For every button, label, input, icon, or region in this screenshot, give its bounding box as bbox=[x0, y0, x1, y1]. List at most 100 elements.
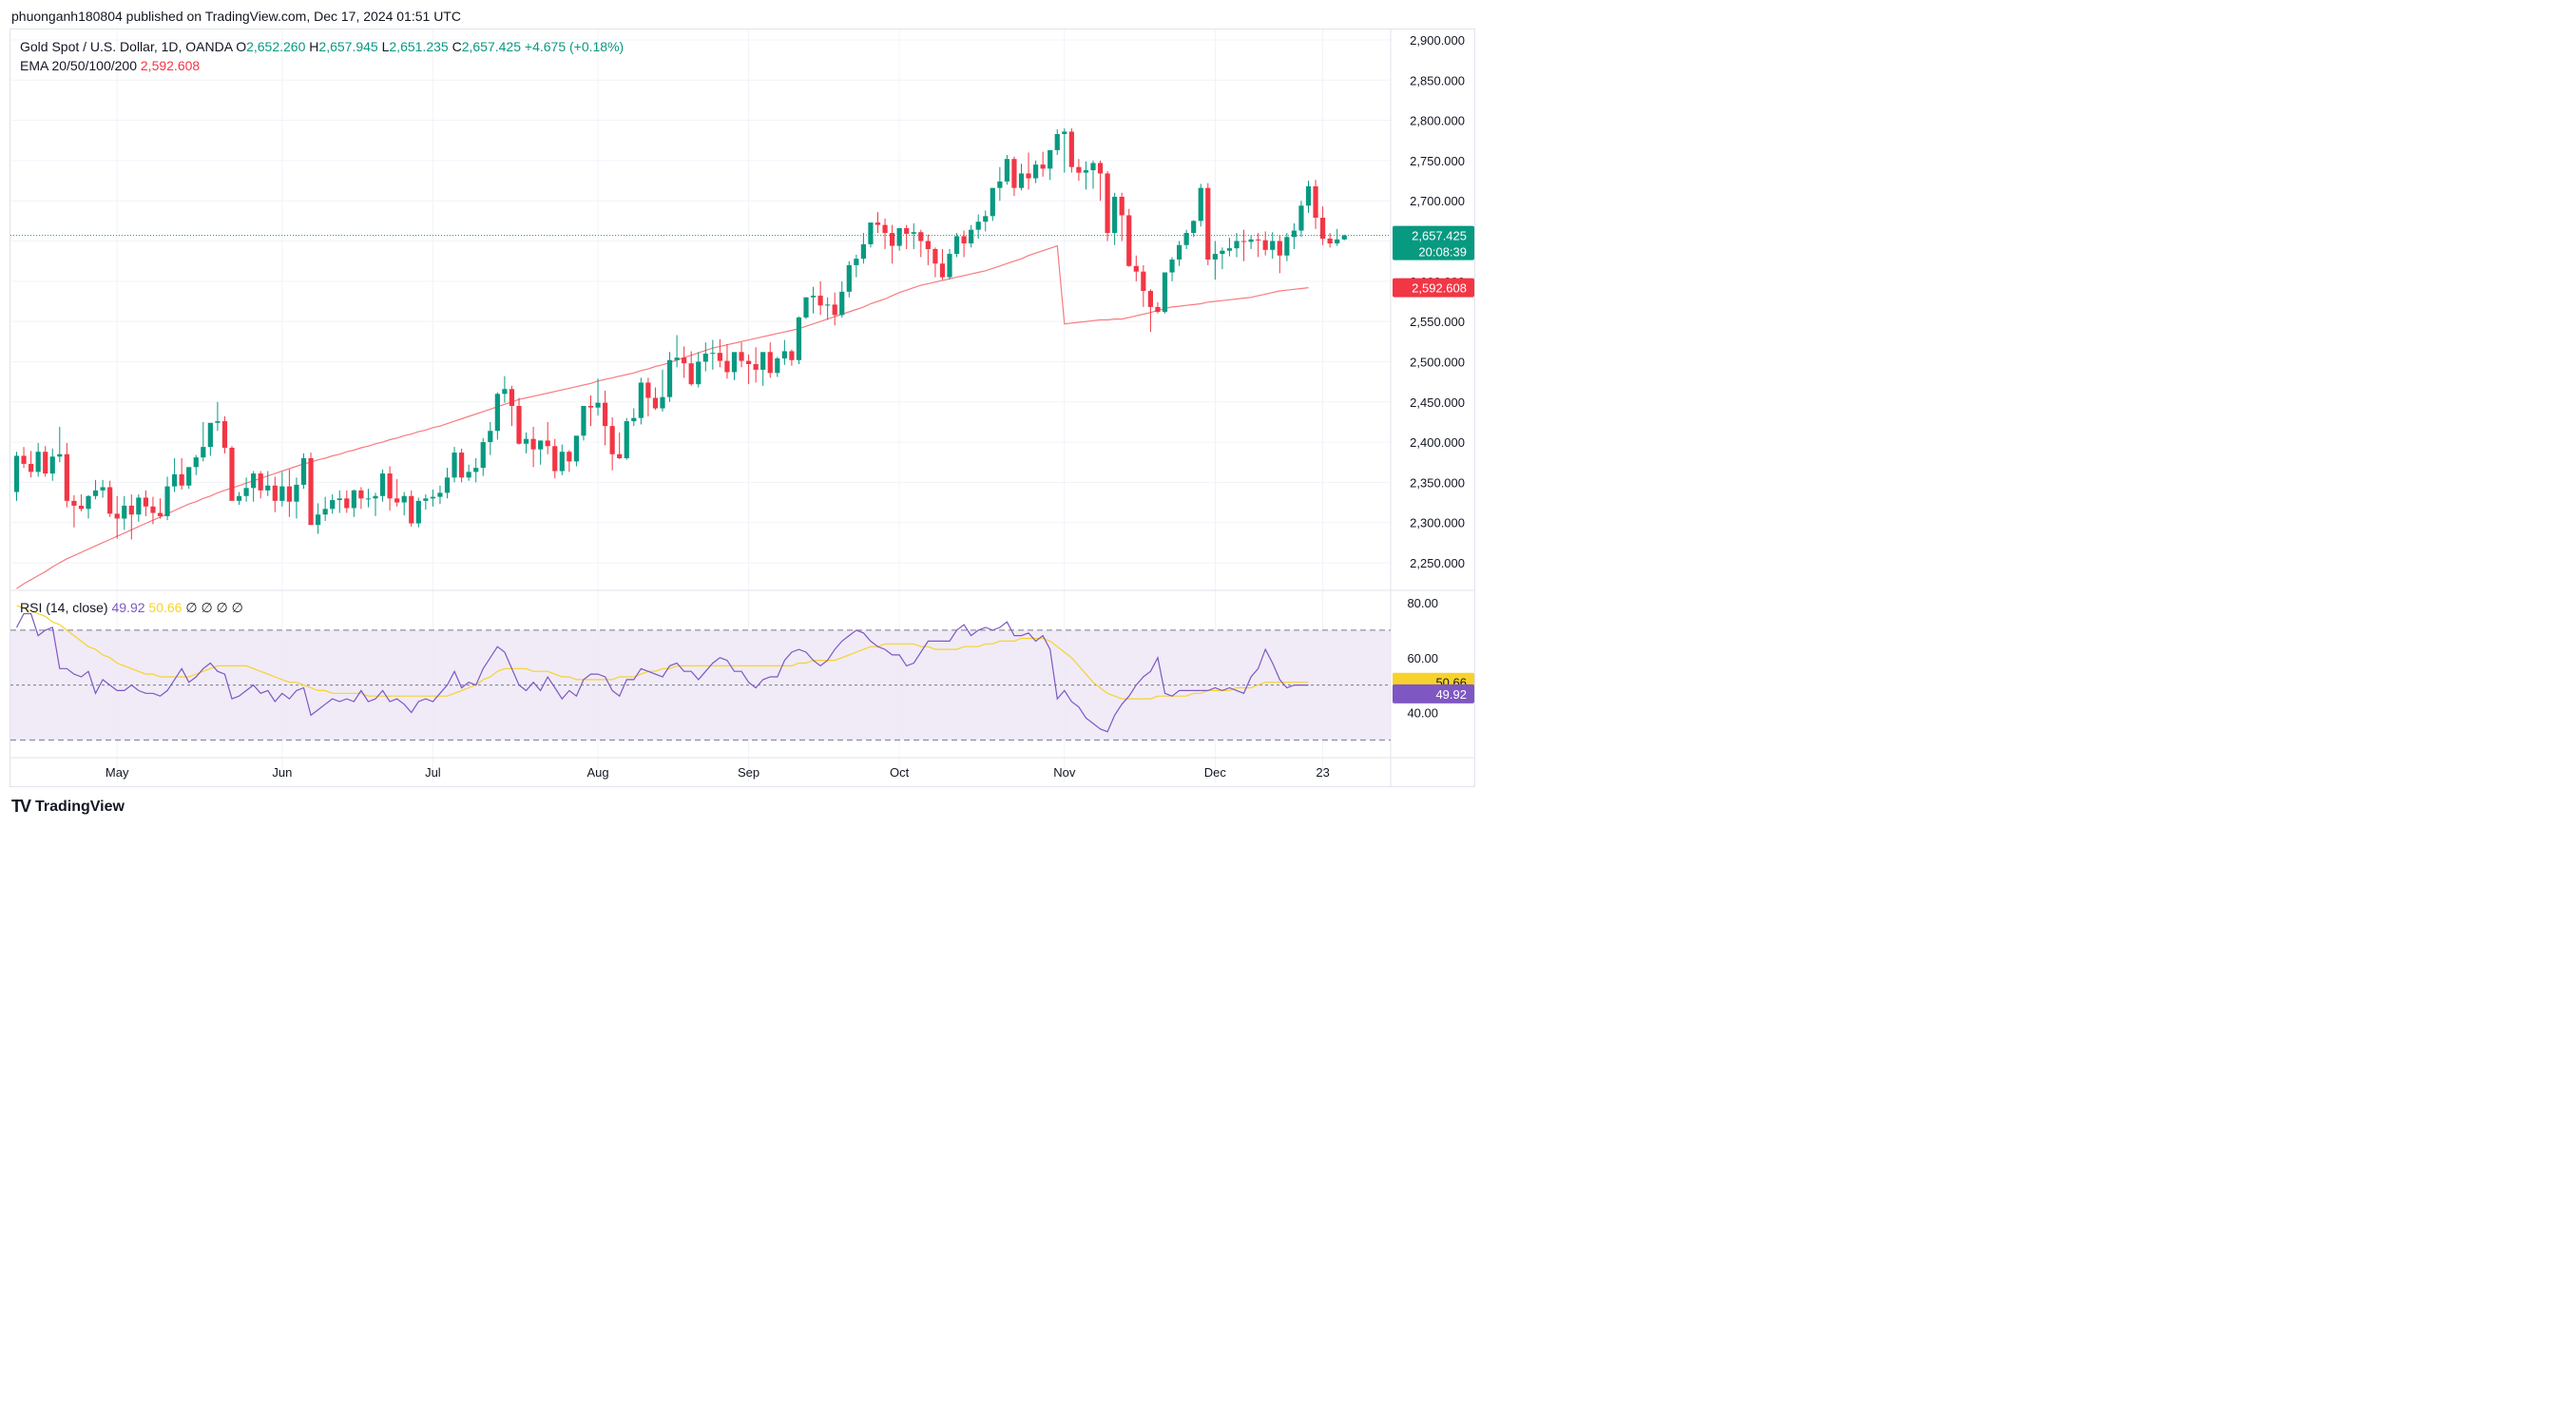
candle-body bbox=[516, 406, 522, 444]
candle-body bbox=[1277, 241, 1282, 256]
candle-body bbox=[49, 456, 55, 474]
candle-body bbox=[502, 389, 508, 395]
candle-body bbox=[186, 467, 192, 486]
candle-body bbox=[114, 513, 120, 519]
candle-body bbox=[494, 394, 500, 432]
candle-body bbox=[767, 352, 773, 374]
ema-legend: EMA 20/50/100/200 2,592.608 bbox=[20, 58, 200, 73]
candle-body bbox=[947, 254, 952, 278]
candle-body bbox=[286, 486, 292, 502]
candle-body bbox=[322, 509, 328, 515]
rsi-label[interactable]: RSI (14, close) bbox=[20, 600, 108, 615]
candle-body bbox=[1305, 186, 1312, 206]
candle-body bbox=[251, 473, 257, 489]
time-tick-label: Aug bbox=[586, 765, 608, 780]
time-tick-label: Dec bbox=[1204, 765, 1227, 780]
rsi-tick-label: 60.00 bbox=[1407, 651, 1438, 665]
candle-body bbox=[300, 458, 307, 485]
candle-body bbox=[236, 495, 242, 501]
candle-body bbox=[961, 236, 967, 244]
candle-body bbox=[1212, 254, 1218, 260]
rsi-ma-line bbox=[16, 605, 1309, 700]
candle-body bbox=[810, 296, 817, 298]
candle-body bbox=[415, 500, 421, 524]
candle-body bbox=[896, 228, 902, 246]
open-value: 2,652.260 bbox=[246, 39, 306, 54]
candle-body bbox=[473, 468, 479, 472]
candle-body bbox=[330, 500, 336, 510]
chart-canvas[interactable]: 2,250.000 2,300.000 2,350.000 2,400.000 2,45… bbox=[0, 0, 1485, 821]
rsi-badge-bg bbox=[1393, 684, 1474, 703]
price-tick-label: 2,350.000 bbox=[1410, 475, 1465, 490]
candle-body bbox=[308, 458, 314, 526]
candle-body bbox=[1004, 159, 1009, 182]
candle-body bbox=[1097, 163, 1104, 174]
candle-body bbox=[1320, 218, 1326, 239]
candle-body bbox=[64, 453, 69, 501]
candle-body bbox=[1262, 240, 1268, 250]
symbol-name[interactable]: Gold Spot / U.S. Dollar, 1D, OANDA bbox=[20, 39, 233, 54]
ema-price-badge-bg bbox=[1393, 278, 1474, 298]
candle-body bbox=[674, 357, 680, 360]
candle-body bbox=[731, 352, 738, 373]
symbol-legend: Gold Spot / U.S. Dollar, 1D, OANDA O2,65… bbox=[20, 39, 624, 54]
candle-body bbox=[860, 243, 866, 260]
candle-body bbox=[595, 402, 601, 408]
candle-body bbox=[688, 363, 694, 385]
candle-body bbox=[1068, 131, 1074, 167]
candle-body bbox=[43, 452, 48, 474]
candle-body bbox=[351, 490, 356, 509]
candle-body bbox=[559, 452, 565, 472]
candle-body bbox=[1018, 173, 1025, 188]
candle-body bbox=[452, 453, 457, 478]
candle-body bbox=[603, 402, 608, 427]
price-tick-label: 2,750.000 bbox=[1410, 154, 1465, 168]
candle-body bbox=[817, 296, 823, 306]
candle-body bbox=[1155, 306, 1161, 312]
candle-body bbox=[172, 473, 178, 487]
candle-body bbox=[128, 505, 134, 515]
rsi-badge-text: 49.92 bbox=[1435, 687, 1467, 702]
candle-body bbox=[904, 228, 910, 234]
candle-body bbox=[624, 421, 629, 458]
candle-body bbox=[1335, 239, 1340, 244]
candle-body bbox=[394, 498, 400, 503]
candle-body bbox=[1090, 163, 1096, 171]
candle-body bbox=[1198, 187, 1203, 222]
rsi-line bbox=[15, 612, 1309, 733]
candle-body bbox=[1298, 205, 1304, 231]
candle-body bbox=[682, 357, 687, 364]
candle-body bbox=[1191, 221, 1197, 234]
candle-body bbox=[509, 389, 515, 406]
ema-label[interactable]: EMA 20/50/100/200 bbox=[20, 58, 137, 73]
candle-body bbox=[379, 473, 386, 496]
chart-frame[interactable] bbox=[10, 29, 1475, 787]
price-tick-label: 2,250.000 bbox=[1410, 556, 1465, 570]
candle-body bbox=[969, 229, 974, 244]
close-value: 2,657.425 bbox=[461, 39, 521, 54]
tradingview-logo[interactable]: TV TradingView bbox=[11, 797, 125, 817]
price-tick-label: 2,400.000 bbox=[1410, 435, 1465, 450]
ema-price-badge-text: 2,592.608 bbox=[1412, 281, 1467, 296]
candle-body bbox=[890, 233, 895, 246]
candle-body bbox=[1083, 170, 1089, 173]
candle-body bbox=[294, 484, 299, 502]
candle-body bbox=[1119, 197, 1125, 216]
candle-body bbox=[925, 241, 931, 249]
candle-body bbox=[143, 497, 148, 507]
candle-body bbox=[882, 224, 888, 234]
candle-body bbox=[157, 512, 163, 516]
candle-body bbox=[437, 492, 443, 497]
candle-body bbox=[258, 473, 263, 491]
time-tick-label: Oct bbox=[890, 765, 910, 780]
low-label: L bbox=[381, 39, 390, 54]
candle-body bbox=[1313, 186, 1318, 218]
brand-name: TradingView bbox=[35, 798, 125, 815]
candle-body bbox=[760, 352, 766, 370]
high-value: 2,657.945 bbox=[318, 39, 378, 54]
candle-body bbox=[1177, 244, 1182, 260]
candle-body bbox=[854, 259, 859, 265]
price-tick-label: 2,900.000 bbox=[1410, 33, 1465, 48]
candle-body bbox=[1033, 164, 1039, 179]
candles-group bbox=[13, 128, 1347, 540]
